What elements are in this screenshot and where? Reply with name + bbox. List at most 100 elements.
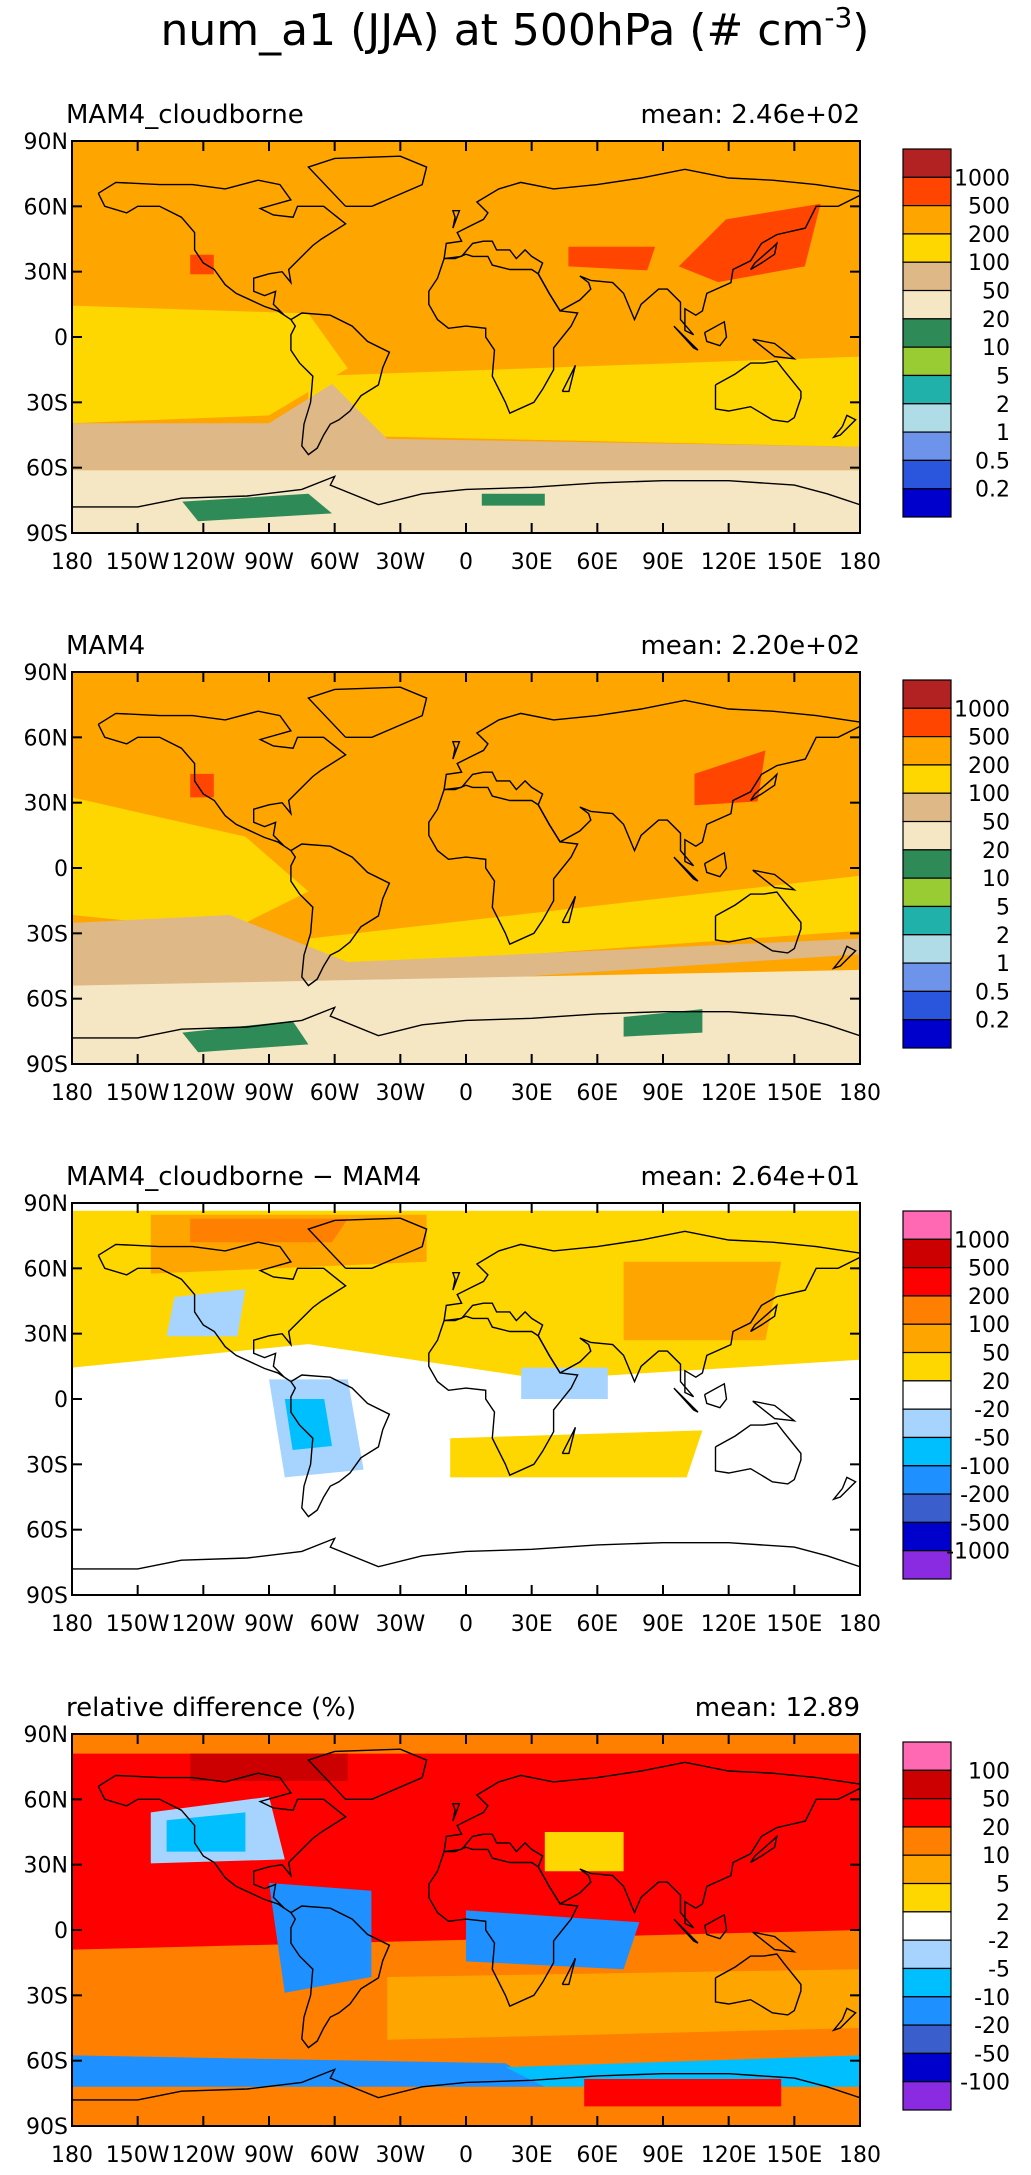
x-tick-label: 90E xyxy=(642,1612,684,1637)
colorbar-box xyxy=(902,233,952,263)
x-tick-label: 60E xyxy=(576,2143,618,2168)
y-tick-label: 90S xyxy=(26,1584,68,1609)
coastline xyxy=(714,1953,802,2016)
contour-region xyxy=(72,305,348,424)
panel-4: relative difference (%) mean: 12.89 90N 60N… xyxy=(24,1693,1010,2168)
colorbar-box xyxy=(902,318,952,348)
coastline xyxy=(831,2007,857,2032)
x-tick-label: 120W xyxy=(171,2143,235,2168)
field xyxy=(72,1734,860,2126)
colorbar-label: 200 xyxy=(968,223,1010,248)
coastline xyxy=(290,312,391,456)
x-tick-label: 180 xyxy=(839,1081,881,1106)
coastline xyxy=(307,155,428,208)
y-tick-label: 0 xyxy=(54,1919,68,1944)
contour-region xyxy=(521,1367,608,1399)
colorbar-label: 0.5 xyxy=(975,980,1010,1005)
coastline xyxy=(97,179,347,321)
y-tick-label: 30N xyxy=(24,261,68,286)
colorbar-box xyxy=(902,346,952,377)
colorbar-label: -1000 xyxy=(946,1540,1010,1565)
colorbar-box xyxy=(902,1550,952,1580)
coastline xyxy=(443,1230,860,1398)
coastline xyxy=(831,945,857,970)
y-tick-label: 60S xyxy=(26,2050,68,2075)
colorbar: 1000 500 200 100 50 20 10 5 2 1 0.5 0.2 xyxy=(902,148,1010,518)
coastline xyxy=(673,1918,699,1944)
contour-region xyxy=(584,2079,782,2107)
coastline xyxy=(72,2068,860,2101)
coastline xyxy=(750,772,778,802)
colorbar-box xyxy=(902,1769,952,1800)
x-tick-label: 150W xyxy=(106,2143,170,2168)
colorbar-box xyxy=(902,176,952,207)
contour-region xyxy=(481,493,545,506)
colorbar-label: 20 xyxy=(982,1370,1010,1395)
colorbar-label: 200 xyxy=(968,1285,1010,1310)
colorbar-box xyxy=(902,1996,952,2026)
x-tick-label: 150E xyxy=(766,1081,822,1106)
colorbar-label: 500 xyxy=(968,1257,1010,1282)
colorbar-label: 2 xyxy=(996,1901,1010,1926)
contour-region xyxy=(182,493,332,522)
colorbar-box xyxy=(902,1267,952,1297)
colorbar-box xyxy=(902,205,952,235)
contour-region xyxy=(182,1020,309,1053)
colorbar-label: 10 xyxy=(982,1844,1010,1869)
colorbar-label: 0.5 xyxy=(975,449,1010,474)
y-tick-label: 90S xyxy=(26,1053,68,1078)
x-tick-label: 90E xyxy=(642,2143,684,2168)
colorbar-box xyxy=(902,1323,952,1354)
x-tick-label: 120W xyxy=(171,1612,235,1637)
coastline xyxy=(428,1315,579,1477)
coastline xyxy=(428,784,579,946)
x-tick-label: 150E xyxy=(766,550,822,575)
coastline xyxy=(561,1957,577,1986)
panel-2: MAM4 mean: 2.20e+02 90N 60N 30N 0 30S 60S 90S 180… xyxy=(24,631,1010,1106)
colorbar-label: 500 xyxy=(968,195,1010,220)
x-tick-label: 90W xyxy=(244,2143,294,2168)
x-tick-label: 90E xyxy=(642,1081,684,1106)
contour-region xyxy=(166,1289,246,1337)
x-tick-label: 30W xyxy=(375,2143,425,2168)
y-tick-label: 30S xyxy=(26,1984,68,2009)
colorbar-box xyxy=(902,148,952,178)
x-tick-label: 60W xyxy=(310,1612,360,1637)
coastline xyxy=(703,1913,728,1940)
colorbar-box xyxy=(902,1939,952,1970)
coastline xyxy=(443,1761,860,1929)
colorbar-label: 1000 xyxy=(954,166,1010,191)
colorbar-label: -50 xyxy=(974,1426,1010,1451)
y-tick-label: 30S xyxy=(26,1453,68,1478)
field xyxy=(72,672,860,1064)
panel-mean: mean: 2.20e+02 xyxy=(640,631,860,661)
contour-region xyxy=(72,969,860,1064)
colorbar-label: 5 xyxy=(996,364,1010,389)
y-tick-label: 60N xyxy=(24,1788,68,1813)
coastline xyxy=(750,241,778,271)
x-tick-label: 120E xyxy=(701,550,757,575)
colorbar-box xyxy=(902,820,952,851)
colorbar-label: -100 xyxy=(960,1455,1010,1480)
colorbar-label: 200 xyxy=(968,754,1010,779)
x-tick-label: 150W xyxy=(106,1081,170,1106)
y-tick-label: 90S xyxy=(26,2115,68,2140)
coastline xyxy=(831,1476,857,1501)
x-tick-label: 120W xyxy=(171,550,235,575)
colorbar-label: 1000 xyxy=(954,697,1010,722)
colorbar-label: 500 xyxy=(968,726,1010,751)
x-tick-label: 150E xyxy=(766,2143,822,2168)
colorbar-box xyxy=(902,1798,952,1828)
x-tick-label: 120E xyxy=(701,1081,757,1106)
colorbar-label: 10 xyxy=(982,336,1010,361)
x-tick-label: 180 xyxy=(839,550,881,575)
colorbar-label: 20 xyxy=(982,1816,1010,1841)
y-tick-label: 30N xyxy=(24,1854,68,1879)
coastline xyxy=(703,851,728,878)
figure-title: num_a1 (JJA) at 500hPa (# cm-3) xyxy=(161,1,870,56)
colorbar-label: 5 xyxy=(996,895,1010,920)
coastline xyxy=(72,1006,860,1039)
y-tick-label: 60S xyxy=(26,988,68,1013)
y-tick-label: 90N xyxy=(24,1723,68,1748)
colorbar-box xyxy=(902,1019,952,1049)
